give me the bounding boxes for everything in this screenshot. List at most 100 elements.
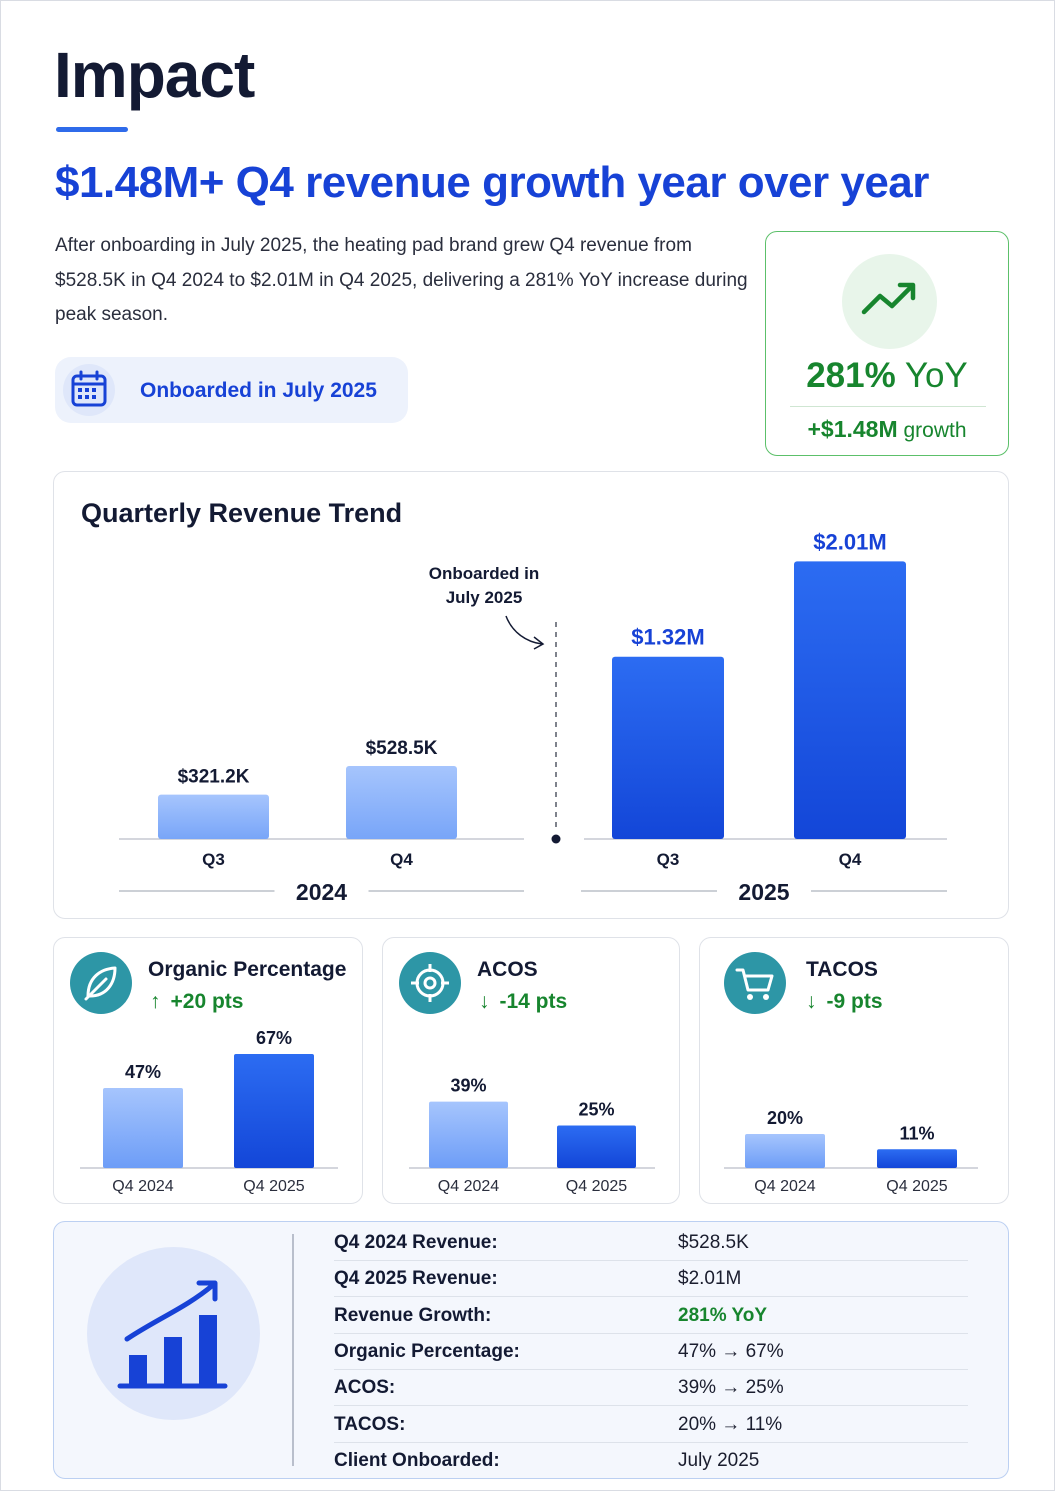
x-tick-label: Q4 2024 <box>438 1178 499 1195</box>
metric-delta-value: -14 pts <box>499 990 568 1013</box>
metric-delta: ↓ -9 pts <box>806 990 883 1014</box>
metric-card-organic: Organic Percentage ↑ +20 pts 47% Q4 2024 67… <box>53 937 363 1204</box>
x-tick-label: Q4 2025 <box>243 1178 304 1195</box>
x-tick-label: Q4 <box>839 850 862 869</box>
bar-value-label: 47% <box>125 1062 161 1082</box>
yoy-percent: 281% <box>806 356 896 395</box>
metric-delta: ↓ -14 pts <box>479 990 567 1014</box>
summary-row: TACOS: 20% → 11% <box>334 1407 968 1443</box>
headline: $1.48M+ Q4 revenue growth year over year <box>55 158 929 207</box>
onboard-annotation-line2: July 2025 <box>446 588 523 607</box>
annotation-arrow <box>505 615 543 645</box>
acos-chart: 39% Q4 2024 25% Q4 2025 <box>409 1076 655 1195</box>
bar-chart-growth-icon <box>87 1247 260 1420</box>
group-label: 2025 <box>738 879 789 905</box>
summary-row: Q4 2025 Revenue: $2.01M <box>334 1261 968 1298</box>
onboard-pill: Onboarded in July 2025 <box>55 357 408 423</box>
target-icon <box>399 952 461 1014</box>
bar-value-label: 67% <box>256 1028 292 1048</box>
tacos-chart: 20% Q4 2024 11% Q4 2025 <box>724 1108 978 1195</box>
summary-value: 20% → 11% <box>678 1413 783 1435</box>
metric-name: ACOS <box>477 958 538 981</box>
bar-value-label: 20% <box>767 1108 803 1128</box>
summary-row: Q4 2024 Revenue: $528.5K <box>334 1225 968 1261</box>
summary-value: 39% → 25% <box>678 1377 784 1399</box>
summary-label: Organic Percentage: <box>334 1340 520 1362</box>
bar-value-label: $321.2K <box>178 767 250 788</box>
bar-q4-2024 <box>745 1133 825 1168</box>
bar-2025-q3 <box>612 656 724 839</box>
bar-2025-q4 <box>794 561 906 839</box>
x-tick-label: Q4 <box>390 850 413 869</box>
title-underline <box>56 127 128 132</box>
metric-card-acos: ACOS ↓ -14 pts 39% Q4 2024 25% Q4 2025 <box>382 937 680 1204</box>
metric-delta-value: +20 pts <box>170 990 244 1013</box>
summary-row: Organic Percentage: 47% → 67% <box>334 1334 968 1370</box>
metric-name: Organic Percentage <box>148 958 347 981</box>
summary-value: July 2025 <box>678 1449 760 1471</box>
metric-delta: ↑ +20 pts <box>150 990 243 1014</box>
annotation-arrow-head <box>533 636 545 650</box>
summary-row: ACOS: 39% → 25% <box>334 1370 968 1407</box>
summary-label: Revenue Growth: <box>334 1304 492 1326</box>
onboard-label: Onboarded in July 2025 <box>140 379 377 402</box>
page-title: Impact <box>54 39 255 111</box>
x-tick-label: Q4 2024 <box>754 1178 815 1195</box>
metric-card-tacos: TACOS ↓ -9 pts 20% Q4 2024 11% Q4 2025 <box>699 937 1009 1204</box>
bar-value-label: $1.32M <box>631 625 704 650</box>
bar-q4-2025 <box>234 1054 314 1168</box>
onboard-marker-dot <box>551 834 561 844</box>
organic-chart: 47% Q4 2024 67% Q4 2025 <box>80 1028 338 1195</box>
yoy-divider <box>790 406 986 407</box>
trending-up-icon <box>842 254 937 349</box>
bar-value-label: $2.01M <box>813 529 886 554</box>
arrow-up-icon: ↑ <box>150 990 161 1013</box>
yoy-growth-word: growth <box>903 419 967 442</box>
chart-title: Quarterly Revenue Trend <box>81 498 403 528</box>
bar-q4-2024 <box>103 1088 183 1168</box>
bar-q4-2024 <box>429 1101 508 1168</box>
x-tick-label: Q4 2025 <box>566 1178 627 1195</box>
summary-card: Q4 2024 Revenue: $528.5K Q4 2025 Revenue: $… <box>53 1221 1009 1479</box>
bar-q4-2025 <box>557 1125 636 1168</box>
calendar-icon <box>63 364 115 416</box>
intro-paragraph: After onboarding in July 2025, the heati… <box>55 235 748 325</box>
summary-label: ACOS: <box>334 1377 396 1399</box>
summary-row: Revenue Growth: 281% YoY <box>334 1298 968 1334</box>
summary-label: TACOS: <box>334 1413 406 1435</box>
quarterly-trend-card: Quarterly Revenue Trend $321.2K Q3 $528.5K… <box>53 471 1009 919</box>
metric-name: TACOS <box>806 958 878 981</box>
metric-delta-value: -9 pts <box>826 990 883 1013</box>
bar-2024-q4 <box>346 766 457 839</box>
yoy-growth: +$1.48M growth <box>766 416 1008 443</box>
x-tick-label: Q4 2025 <box>886 1178 947 1195</box>
yoy-card: 281% YoY +$1.48M growth <box>765 231 1009 456</box>
summary-value: 281% YoY <box>678 1304 768 1326</box>
summary-label: Q4 2024 Revenue: <box>334 1232 498 1253</box>
summary-value: $2.01M <box>678 1268 742 1290</box>
x-tick-label: Q3 <box>657 850 680 869</box>
arrow-down-icon: ↓ <box>479 990 490 1013</box>
summary-label: Client Onboarded: <box>334 1449 500 1471</box>
summary-divider <box>292 1234 294 1466</box>
x-tick-label: Q3 <box>202 850 225 869</box>
bar-2024-q3 <box>158 794 269 839</box>
bar-value-label: 39% <box>450 1076 486 1096</box>
onboard-annotation-line1: Onboarded in <box>429 564 540 583</box>
group-label: 2024 <box>296 879 347 905</box>
yoy-unit: YoY <box>904 356 968 395</box>
bar-q4-2025 <box>877 1149 957 1168</box>
cart-icon <box>724 952 786 1014</box>
summary-value: $528.5K <box>678 1232 749 1253</box>
x-tick-label: Q4 2024 <box>112 1178 173 1195</box>
summary-value: 47% → 67% <box>678 1340 784 1362</box>
bar-value-label: 25% <box>578 1099 614 1119</box>
leaf-icon <box>70 952 132 1014</box>
yoy-value: 281% YoY <box>766 356 1008 396</box>
bar-value-label: 11% <box>899 1123 934 1143</box>
yoy-growth-value: +$1.48M <box>807 416 898 442</box>
summary-row: Client Onboarded: July 2025 <box>334 1443 968 1479</box>
bar-value-label: $528.5K <box>366 738 438 759</box>
quarterly-trend-chart: $321.2K Q3 $528.5K Q4 2024 $1.32M Q3 $2.01M Q4 20… <box>119 529 947 905</box>
arrow-down-icon: ↓ <box>806 990 817 1013</box>
